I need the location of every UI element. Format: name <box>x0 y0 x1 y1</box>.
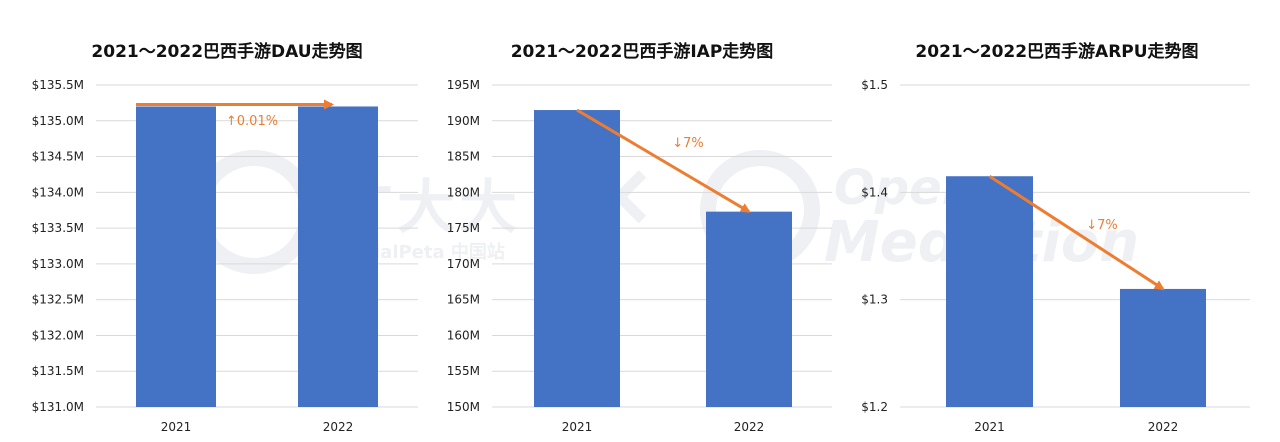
chart2-y-tick-label: 190M <box>447 114 480 128</box>
chart1-y-tick-label: $132.0M <box>32 328 84 342</box>
chart2-y-tick-label: 170M <box>447 257 480 271</box>
chart1-y-tick-label: $134.0M <box>32 185 84 199</box>
chart3-trend-arrow <box>988 174 1165 291</box>
chart1-y-tick-label: $131.5M <box>32 364 84 378</box>
chart3-x-tick-label: 2021 <box>974 420 1005 434</box>
chart1-title: 2021～2022巴西手游DAU走势图 <box>91 41 362 62</box>
chart2-x-tick-label: 2022 <box>734 420 765 434</box>
chart3-y-tick-label: $1.2 <box>861 400 888 414</box>
chart1-y-tick-label: $131.0M <box>32 400 84 414</box>
chart2-y-tick-label: 150M <box>447 400 480 414</box>
chart2-y-tick-label: 185M <box>447 150 480 164</box>
chart3-y-tick-label: $1.3 <box>861 293 888 307</box>
chart1-bar-2022 <box>298 106 378 407</box>
chart1-x-tick-label: 2021 <box>161 420 192 434</box>
chart1-x-tick-label: 2022 <box>323 420 354 434</box>
chart2-y-tick-label: 195M <box>447 78 480 92</box>
chart2-bar-2022 <box>706 211 792 407</box>
chart2-y-tick-label: 165M <box>447 293 480 307</box>
chart1-y-tick-label: $135.0M <box>32 114 84 128</box>
chart2-x-tick-label: 2021 <box>562 420 593 434</box>
chart2-y-tick-label: 155M <box>447 364 480 378</box>
chart2-bar-2021 <box>534 110 620 408</box>
chart1-bar-2021 <box>136 106 216 407</box>
chart1-change-annotation: ↑0.01% <box>226 114 278 129</box>
chart2-y-tick-label: 160M <box>447 328 480 342</box>
chart1-y-tick-label: $134.5M <box>32 150 84 164</box>
chart3-y-tick-label: $1.4 <box>861 185 888 199</box>
chart2-trend-arrow <box>576 108 751 213</box>
chart3-change-annotation: ↓7% <box>1086 218 1118 233</box>
chart3-y-tick-label: $1.5 <box>861 78 888 92</box>
chart1-y-tick-label: $135.5M <box>32 78 84 92</box>
chart3-bar-2022 <box>1120 288 1206 407</box>
chart1-y-tick-label: $132.5M <box>32 293 84 307</box>
chart2-y-tick-label: 180M <box>447 185 480 199</box>
chart3-title: 2021～2022巴西手游ARPU走势图 <box>915 41 1198 62</box>
chart3-bar-2021 <box>946 176 1033 407</box>
chart2-title: 2021～2022巴西手游IAP走势图 <box>511 41 774 62</box>
chart2-y-tick-label: 175M <box>447 221 480 235</box>
chart2-change-annotation: ↓7% <box>672 136 704 151</box>
chart3-x-tick-label: 2022 <box>1148 420 1179 434</box>
chart1-y-tick-label: $133.0M <box>32 257 84 271</box>
chart1-y-tick-label: $133.5M <box>32 221 84 235</box>
